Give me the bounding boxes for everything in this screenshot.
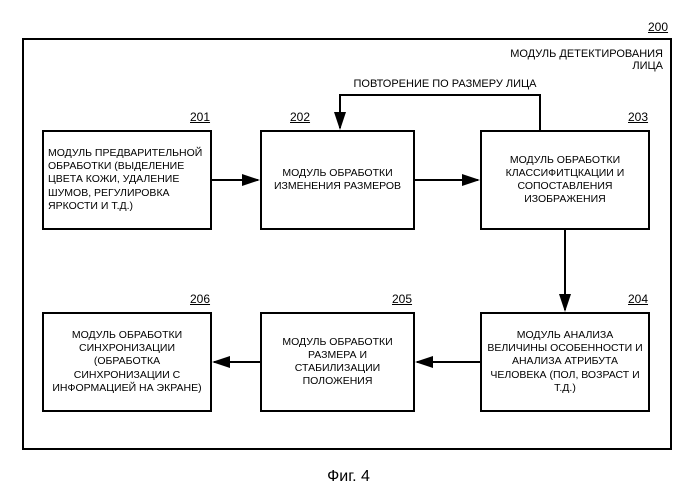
arrows-layer [0,0,697,500]
figure-caption: Фиг. 4 [0,468,697,486]
diagram-canvas: 200 МОДУЛЬ ДЕТЕКТИРОВАНИЯ ЛИЦА ПОВТОРЕНИ… [0,0,697,500]
arrow-loop-203-202 [340,95,540,130]
